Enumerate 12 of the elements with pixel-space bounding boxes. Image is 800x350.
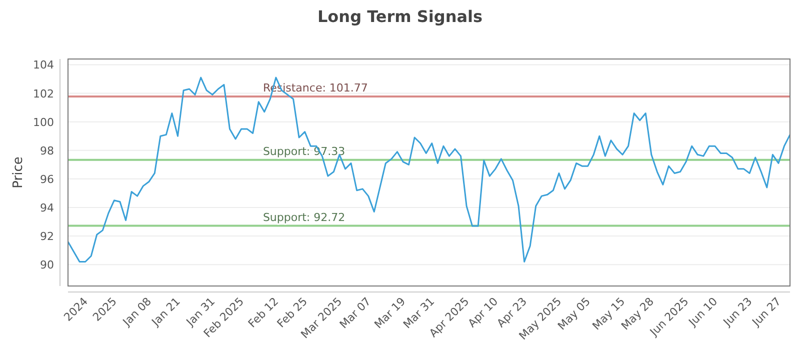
y-tick-label: 94 bbox=[40, 201, 54, 214]
y-tick-label: 102 bbox=[33, 87, 54, 100]
ref-line-label: Support: 92.72 bbox=[262, 210, 346, 224]
y-tick-label: 100 bbox=[33, 116, 54, 129]
y-tick-label: 90 bbox=[40, 258, 54, 272]
y-tick-label: 104 bbox=[33, 58, 54, 72]
y-tick-label: 96 bbox=[40, 172, 54, 186]
y-axis-title: Price bbox=[11, 156, 26, 188]
y-tick-label: 92 bbox=[40, 230, 54, 244]
chart-title: Long Term Signals bbox=[317, 7, 483, 26]
y-tick-label: 98 bbox=[40, 144, 54, 158]
line-series bbox=[67, 76, 791, 262]
